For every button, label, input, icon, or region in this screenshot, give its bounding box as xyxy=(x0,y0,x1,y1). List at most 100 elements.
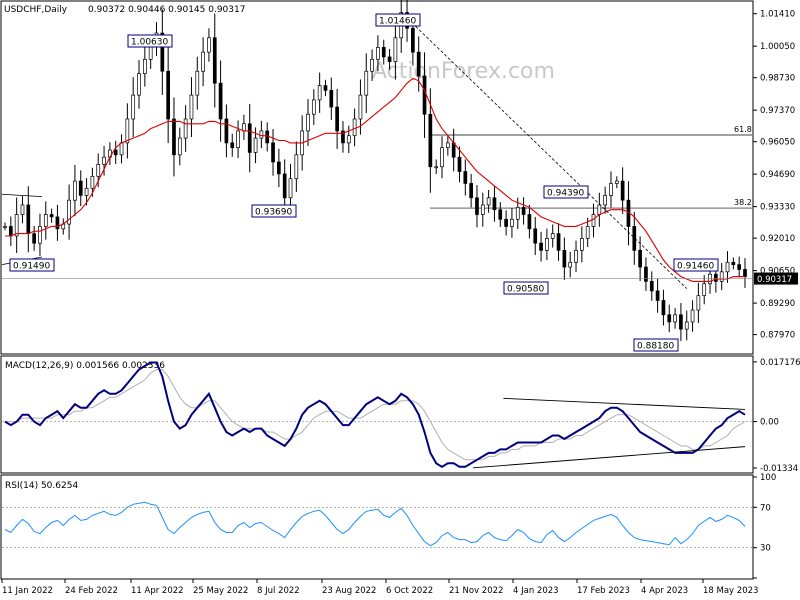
candle-body xyxy=(416,51,421,77)
candle-body xyxy=(218,82,223,120)
annotation-box xyxy=(375,13,421,27)
macd-trendline xyxy=(473,446,746,469)
candle-body xyxy=(207,37,211,53)
candle-body xyxy=(26,204,31,234)
price-y-tick-label: 1.00050 xyxy=(760,42,795,52)
price-y-tick-label: 0.93330 xyxy=(760,203,795,213)
dashed-trendline xyxy=(400,12,688,289)
x-tick-label: 25 May 2022 xyxy=(193,586,248,596)
price-panel-frame xyxy=(0,0,754,355)
candle-body xyxy=(294,154,299,180)
candle-body xyxy=(562,249,567,268)
candle-body xyxy=(480,204,485,215)
candle-body xyxy=(253,137,258,153)
candle-body xyxy=(242,123,246,132)
x-tick-label: 8 Jul 2022 xyxy=(257,586,300,596)
candle-body xyxy=(236,130,240,149)
price-y-tick-label: 0.94690 xyxy=(760,170,795,180)
candle-body xyxy=(463,171,468,184)
candle-body xyxy=(67,199,71,225)
x-tick-label: 21 Nov 2022 xyxy=(449,586,503,596)
candle-body xyxy=(440,147,444,168)
rsi-label: RSI(14) 50.6254 xyxy=(5,481,78,491)
candle-body xyxy=(84,187,89,196)
candle-body xyxy=(271,142,275,163)
candle-body xyxy=(230,142,235,149)
candle-body xyxy=(393,37,398,63)
candle-body xyxy=(690,309,695,323)
candle-body xyxy=(550,233,555,239)
candle-body xyxy=(498,209,503,220)
x-tick-label: 24 Feb 2022 xyxy=(65,586,118,596)
candle-body xyxy=(614,180,619,184)
candle-body xyxy=(696,295,701,311)
candle-body xyxy=(8,226,13,237)
price-y-tick-label: 0.89290 xyxy=(760,299,795,309)
candle-body xyxy=(55,216,60,230)
candle-body xyxy=(457,156,462,172)
rsi-panel-frame xyxy=(0,474,754,580)
price-y-tick-label: 0.90650 xyxy=(760,267,795,277)
candle-body xyxy=(212,37,217,84)
candle-body xyxy=(282,173,287,199)
candle-body xyxy=(445,142,450,149)
annotation-box xyxy=(503,281,549,295)
ohlc-readout: 0.90372 0.90446 0.90145 0.90317 xyxy=(88,5,245,15)
candle-body xyxy=(247,123,252,153)
candle-body xyxy=(684,321,689,330)
candle-body xyxy=(679,314,683,330)
candle-body xyxy=(265,130,270,144)
macd-trendline xyxy=(503,397,746,410)
candle-body xyxy=(277,161,281,175)
x-tick-label: 18 May 2023 xyxy=(703,586,758,596)
macd-label: MACD(12,26,9) 0.001566 0.002336 xyxy=(5,361,165,371)
candle-body xyxy=(160,32,165,72)
candle-body xyxy=(288,178,293,199)
macd-y-tick-label: 0.00 xyxy=(760,418,779,428)
candle-body xyxy=(574,249,578,263)
candle-body xyxy=(43,214,48,227)
candle-body xyxy=(125,118,130,144)
candle-body xyxy=(545,238,549,251)
annotation-label: 1.01460 xyxy=(379,17,416,27)
annotation-label: 0.91460 xyxy=(677,262,714,272)
macd-line xyxy=(4,361,746,468)
candle-body xyxy=(568,261,573,268)
candle-body xyxy=(731,261,736,266)
macd-y-tick-label: -0.01334 xyxy=(760,464,798,474)
candle-body xyxy=(14,214,19,237)
candle-body xyxy=(527,214,532,230)
candle-body xyxy=(317,85,322,101)
annotation-box xyxy=(673,258,719,272)
rsi-y-tick-label: 70 xyxy=(760,503,771,513)
x-tick-label: 4 Apr 2023 xyxy=(641,586,688,596)
price-annotations: 1.00630 1.01460 0.93690 0.91490 0.90580 0.943… xyxy=(9,13,719,352)
candle-body xyxy=(492,197,497,211)
price-y-tick-label: 0.92010 xyxy=(760,234,795,244)
moving-average xyxy=(5,77,745,282)
candle-body xyxy=(591,214,596,227)
candle-body xyxy=(352,118,357,137)
annotation-label: 0.90580 xyxy=(507,285,544,295)
x-tick-label: 4 Jan 2023 xyxy=(513,586,559,596)
x-tick-label: 6 Oct 2022 xyxy=(386,586,433,596)
candle-body xyxy=(556,233,561,251)
candle-body xyxy=(201,51,205,72)
ma-line xyxy=(5,77,745,282)
price-y-axis: 1.01410 1.00050 0.98730 0.97370 0.96050 0.946… xyxy=(753,10,795,341)
candle-body xyxy=(32,233,36,244)
candle-body xyxy=(259,130,264,139)
candle-body xyxy=(725,261,730,273)
candle-body xyxy=(341,130,345,144)
candle-body xyxy=(603,195,608,206)
candle-body xyxy=(655,290,660,301)
candle-body xyxy=(358,94,363,120)
candle-body xyxy=(661,300,666,316)
candle-body xyxy=(609,183,613,196)
price-y-tick-label: 0.97370 xyxy=(760,106,795,116)
candle-body xyxy=(580,238,584,251)
candle-body xyxy=(370,58,374,72)
candle-body xyxy=(667,314,672,323)
candle-body xyxy=(137,73,141,96)
